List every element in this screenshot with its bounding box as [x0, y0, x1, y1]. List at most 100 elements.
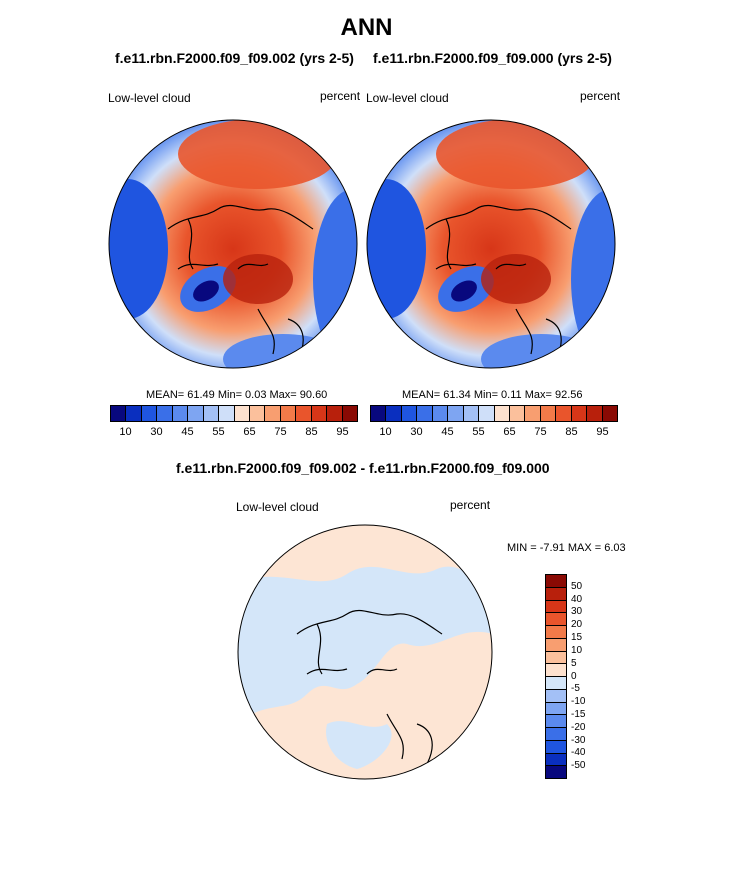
panel2-units-label: percent: [580, 89, 621, 103]
diff-units-label: percent: [450, 498, 491, 512]
colorbar-swatch: [587, 406, 603, 421]
colorbar-swatch: [280, 406, 297, 421]
colorbar-swatch: [188, 406, 204, 421]
colorbar-tick-label: 95: [596, 426, 609, 438]
diff-colorbar-ticks: 50 40 30 20 15 10 5 0 -5 -10 -15 -20 -30 -40 -50: [571, 574, 611, 779]
panel1-stats: MEAN= 61.49 Min= 0.03 Max= 90.60: [146, 389, 328, 401]
diff-colorbar-tick-label: 40: [571, 593, 583, 605]
diff-coastlines: [296, 609, 443, 765]
panel1-atlantic-max: [223, 254, 293, 304]
colorbar-swatch: [432, 406, 449, 421]
diff-colorbar-tick-label: -50: [571, 760, 586, 772]
diff-colorbar-tick-label: 0: [571, 670, 577, 682]
colorbar-swatch: [157, 406, 173, 421]
colorbar-tick-label: 65: [243, 426, 256, 438]
colorbar-swatch: [141, 406, 158, 421]
diff-colorbar-tick-label: -40: [571, 747, 586, 759]
colorbar-swatch: [509, 406, 526, 421]
colorbar-swatch: [342, 406, 357, 421]
colorbar-swatch: [203, 406, 220, 421]
colorbar-swatch: [249, 406, 266, 421]
panel1-coastlines: [167, 204, 314, 360]
panel1-colorbar: [110, 405, 358, 422]
diff-variable-label: Low-level cloud: [236, 500, 319, 514]
diff-colorbar-swatch: [546, 575, 566, 588]
diff-colorbar-swatch: [546, 702, 566, 716]
colorbar-swatch: [463, 406, 480, 421]
colorbar-swatch: [219, 406, 235, 421]
panel1-greenland-core: [193, 280, 219, 302]
diff-colorbar-swatch: [546, 753, 566, 767]
colorbar-swatch: [571, 406, 588, 421]
panel1-variable-label: Low-level cloud: [108, 91, 191, 105]
panel2-stats: MEAN= 61.34 Min= 0.11 Max= 92.56: [402, 389, 583, 401]
colorbar-swatch: [401, 406, 418, 421]
diff-colorbar-tick-label: 20: [571, 619, 583, 631]
colorbar-tick-label: 95: [336, 426, 349, 438]
colorbar-tick-label: 55: [472, 426, 485, 438]
diff-colorbar-swatch: [546, 664, 566, 677]
panel2-coastlines: [425, 204, 572, 360]
colorbar-swatch: [525, 406, 541, 421]
panel2-north-pacific-warm: [436, 120, 596, 189]
diff-colorbar-swatch: [546, 715, 566, 728]
diff-colorbar-swatch: [546, 626, 566, 639]
colorbar-swatch: [111, 406, 127, 421]
colorbar-swatch: [556, 406, 572, 421]
panel2-greenland-core: [451, 280, 477, 302]
diff-colorbar-swatch: [546, 600, 566, 614]
diff-colorbar-swatch: [546, 651, 566, 665]
colorbar-swatch: [417, 406, 433, 421]
diff-colorbar-tick-label: 5: [571, 657, 577, 669]
panel2-east-cold-region: [571, 189, 615, 368]
diff-negative-region-2: [326, 721, 392, 769]
panel1-units-label: percent: [320, 89, 361, 103]
diff-negative-region: [238, 566, 492, 724]
colorbar-tick-label: 75: [274, 426, 287, 438]
colorbar-swatch: [296, 406, 312, 421]
diff-title: f.e11.rbn.F2000.f09_f09.002 - f.e11.rbn.…: [176, 460, 550, 476]
diff-colorbar-swatch: [546, 587, 566, 601]
diff-colorbar-swatch: [546, 766, 566, 778]
colorbar-swatch: [126, 406, 142, 421]
colorbar-tick-label: 85: [565, 426, 578, 438]
panel2-atlantic-max: [481, 254, 551, 304]
diff-colorbar-tick-label: -10: [571, 696, 586, 708]
colorbar-tick-label: 10: [379, 426, 392, 438]
diff-colorbar-swatch: [546, 677, 566, 690]
colorbar-swatch: [494, 406, 510, 421]
diff-colorbar-swatch: [546, 740, 566, 754]
colorbar-swatch: [540, 406, 557, 421]
diff-colorbar-swatch: [546, 613, 566, 626]
colorbar-swatch: [479, 406, 495, 421]
colorbar-tick-label: 65: [503, 426, 516, 438]
diff-polar-map: [237, 524, 493, 780]
panel2-colorbar: [370, 405, 618, 422]
colorbar-swatch: [371, 406, 387, 421]
panel2-case-title: f.e11.rbn.F2000.f09_f09.000 (yrs 2-5): [373, 50, 612, 66]
panel2-polar-map: [366, 119, 616, 369]
panel1-colorbar-ticks: 10 30 45 55 65 75 85 95: [110, 426, 358, 440]
panel2-variable-label: Low-level cloud: [366, 91, 449, 105]
diff-colorbar-swatch: [546, 638, 566, 652]
diff-colorbar-tick-label: -30: [571, 734, 586, 746]
panel1-polar-map: [108, 119, 358, 369]
colorbar-tick-label: 85: [305, 426, 318, 438]
colorbar-swatch: [448, 406, 464, 421]
panel2-south-cold-region: [481, 334, 601, 368]
panel1-case-title: f.e11.rbn.F2000.f09_f09.002 (yrs 2-5): [115, 50, 354, 66]
diff-colorbar-tick-label: -5: [571, 683, 580, 695]
colorbar-tick-label: 30: [150, 426, 163, 438]
diff-colorbar-tick-label: 15: [571, 632, 583, 644]
colorbar-tick-label: 45: [441, 426, 454, 438]
colorbar-tick-label: 45: [181, 426, 194, 438]
colorbar-swatch: [327, 406, 343, 421]
diff-stats: MIN = -7.91 MAX = 6.03: [507, 542, 626, 554]
diff-colorbar-tick-label: 10: [571, 644, 583, 656]
panel2-colorbar-ticks: 10 30 45 55 65 75 85 95: [370, 426, 618, 440]
diff-colorbar-swatch: [546, 689, 566, 703]
diff-colorbar: [545, 574, 567, 779]
colorbar-swatch: [172, 406, 189, 421]
main-title: ANN: [340, 14, 393, 41]
colorbar-tick-label: 55: [212, 426, 225, 438]
